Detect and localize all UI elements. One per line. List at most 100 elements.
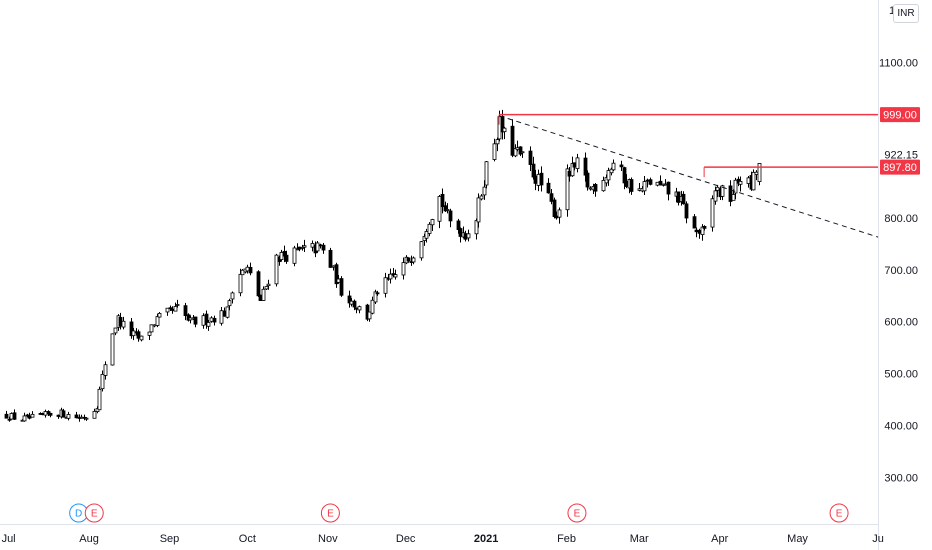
candle <box>227 298 232 311</box>
candle <box>437 195 442 229</box>
candle <box>157 311 162 318</box>
candle <box>456 218 461 234</box>
candle <box>43 409 48 418</box>
candle-body <box>401 262 406 276</box>
candle <box>46 410 51 416</box>
candle <box>445 203 450 214</box>
candle-body <box>266 283 271 287</box>
candle <box>728 180 733 207</box>
candle-body <box>113 327 118 334</box>
candle-body <box>261 288 266 301</box>
candle-body <box>572 162 577 168</box>
candle <box>152 324 157 328</box>
candle <box>173 302 178 312</box>
candle-body <box>97 388 102 411</box>
candle <box>751 169 756 191</box>
candle <box>611 159 616 172</box>
candle <box>655 181 660 187</box>
candle <box>315 241 320 253</box>
candle <box>110 333 115 366</box>
candle <box>56 414 61 419</box>
candle-body <box>606 170 611 181</box>
event-letter: E <box>91 509 98 520</box>
candle-body <box>411 257 416 263</box>
candle-body <box>188 317 193 321</box>
candle-body <box>645 179 650 182</box>
price-axis[interactable]: 300.00 400.00 500.00 600.00 700.00 800.00 1100… <box>879 5 918 484</box>
candle-body <box>147 331 152 336</box>
candle-body <box>136 331 141 339</box>
candle-body <box>155 316 160 326</box>
candle-body <box>256 271 261 297</box>
candle-body <box>692 216 697 229</box>
candle-body <box>611 162 616 171</box>
candle-body <box>328 249 333 268</box>
price-tick-label: 500.00 <box>884 369 918 381</box>
candle <box>238 268 243 297</box>
candle-body <box>170 308 175 311</box>
candle-body <box>642 181 647 192</box>
candle <box>261 286 266 301</box>
candle <box>424 228 429 243</box>
price-label-box <box>880 159 920 175</box>
candle-body <box>373 291 378 303</box>
candle-body <box>474 220 479 235</box>
candle-body <box>48 412 53 416</box>
candle-body <box>593 184 598 192</box>
candle-body <box>40 413 45 416</box>
candle <box>510 119 515 158</box>
candle-body <box>212 317 217 323</box>
candle <box>367 311 372 322</box>
candle-body <box>424 231 429 239</box>
candle-body <box>445 209 450 211</box>
candle <box>528 146 533 172</box>
candle <box>406 257 411 263</box>
candle <box>222 307 227 317</box>
candle-body <box>4 413 9 419</box>
candle-body <box>230 292 235 300</box>
candle-body <box>206 322 211 327</box>
candle <box>48 412 53 418</box>
candle <box>165 307 170 316</box>
candle <box>149 324 154 333</box>
candle-body <box>383 277 388 294</box>
candle-body <box>738 180 743 185</box>
candle-body <box>713 190 718 202</box>
time-tick-label: Nov <box>318 533 338 545</box>
candle-body <box>139 335 144 341</box>
candle-body <box>710 198 715 228</box>
candle <box>738 176 743 192</box>
event-letter: D <box>75 509 82 520</box>
candle-body <box>484 161 489 186</box>
candle-body <box>510 125 515 156</box>
candle-body <box>310 243 315 248</box>
time-tick-label: Apr <box>711 533 728 545</box>
time-tick-label: 2021 <box>474 533 498 545</box>
candle-body <box>110 333 115 366</box>
candle <box>557 207 562 224</box>
event-marker: E <box>84 503 104 523</box>
currency-badge[interactable]: INR <box>893 4 919 23</box>
candle-body <box>539 172 544 186</box>
time-tick-label: Ju <box>872 533 884 545</box>
candle-body <box>658 180 663 186</box>
candle <box>440 188 445 214</box>
candle-body <box>100 373 105 390</box>
candle <box>256 270 261 297</box>
candle-body <box>357 306 362 311</box>
price-label-box <box>880 107 920 123</box>
candle <box>700 224 705 241</box>
price-label: 897.80 <box>880 159 920 175</box>
candle <box>658 175 663 186</box>
candle <box>583 152 588 182</box>
time-axis[interactable]: Jul Aug Sep Oct Nov Dec 2021 Feb Mar Apr May Ju <box>2 533 884 545</box>
candle-body <box>121 320 126 328</box>
price-tick-label: 400.00 <box>884 420 918 432</box>
candle <box>155 313 160 328</box>
candle <box>746 176 751 188</box>
price-tick-label: 300.00 <box>884 472 918 484</box>
candle <box>302 239 307 253</box>
candle <box>692 214 697 229</box>
candle <box>710 195 715 232</box>
